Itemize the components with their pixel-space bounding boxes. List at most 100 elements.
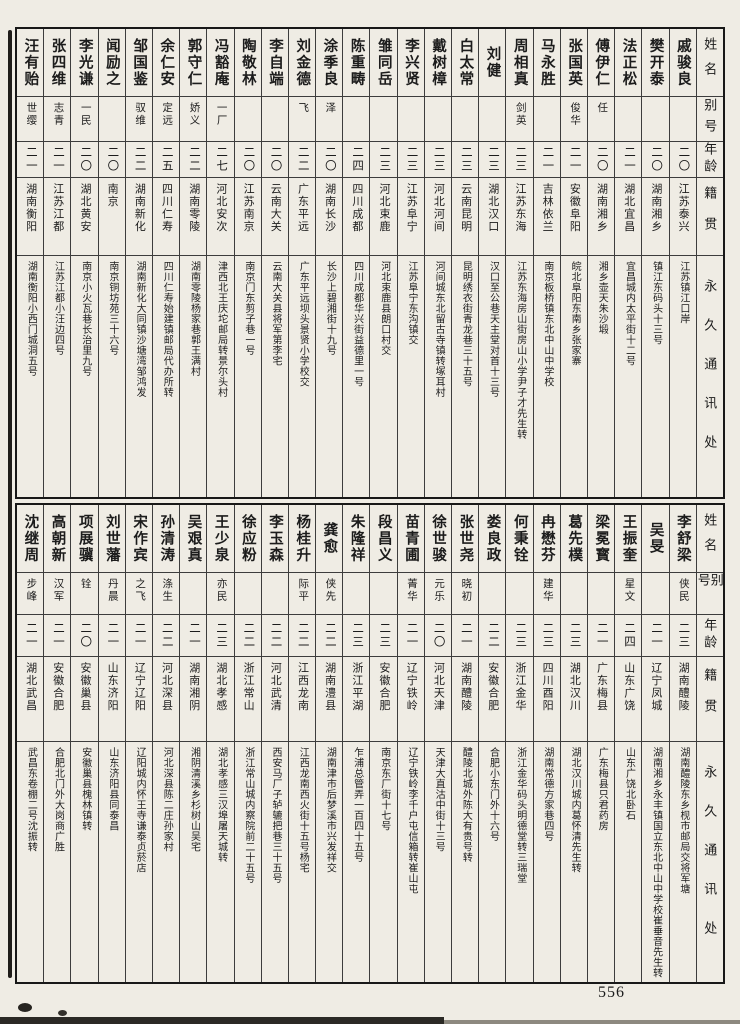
address-cell: 河北深县陈二庄孙家村 xyxy=(152,741,180,982)
name-cell: 吴旻 xyxy=(642,505,668,572)
age-cell: 二一 xyxy=(17,140,44,178)
entry-column: 朱隆祥 二三 浙江平湖 乍浦总管弄一百四十五号 xyxy=(342,505,370,982)
entry-column: 刘金德飞二二 广东平远 广东平远坝头景贤小学校交 xyxy=(287,29,316,497)
native-place-cell: 江苏泰兴 xyxy=(669,177,696,255)
name-cell-text: 郭守仁 xyxy=(185,37,202,88)
age-cell-text: 二三 xyxy=(514,145,527,173)
age-cell-text: 二一 xyxy=(650,621,663,649)
native-place-cell: 湖南醴陵 xyxy=(452,656,479,741)
entry-column: 周相真 剑英 二三 江苏东海 江苏东海房山街房山小学尹子才先生转 xyxy=(505,29,533,497)
native-place-cell-text: 湖北孝感 xyxy=(214,662,227,713)
name-cell-text: 王少泉 xyxy=(212,513,229,564)
age-cell: 二三 xyxy=(533,613,560,657)
address-cell: 浙江金华码头明德堂转三瑞堂 xyxy=(506,741,533,982)
entry-column: 高朝新 汉军 二一 安徽合肥 合肥北门外大岗商广胜 xyxy=(43,505,71,982)
name-cell-text: 何秉铨 xyxy=(511,513,528,564)
entry-column: 王少泉 亦民 二三 湖北孝感 湖北孝感三汉埠屠天城转 xyxy=(206,505,234,982)
name-cell-text: 苗青圃 xyxy=(402,513,419,564)
age-cell-text: 二七 xyxy=(215,145,228,173)
alias-cell: 任 xyxy=(587,95,615,141)
name-cell-text: 梁冕寳 xyxy=(593,513,610,564)
address-cell: 天津大直沽中街十三号 xyxy=(424,741,451,982)
age-cell-text: 二三 xyxy=(487,145,500,173)
address-cell-text: 河间城东北留古寺镇转塚耳村 xyxy=(433,261,445,398)
native-place-cell: 河北束鹿 xyxy=(370,177,397,255)
alias-cell-text: 侠先 xyxy=(324,577,336,603)
address-cell-text: 南京小火瓦巷长治里九号 xyxy=(79,261,91,377)
name-cell-text: 涂季良 xyxy=(321,37,338,88)
native-place-cell-text: 南京 xyxy=(106,183,119,209)
name-cell-text: 娄良政 xyxy=(484,513,501,564)
native-place-cell: 湖南醴陵 xyxy=(669,656,696,741)
directory-table-bottom: 沈继周 步峰 二一 湖北武昌 武昌东卷棚二号沈振转 高朝新 汉军 二一 安徽合肥 合肥北门外大岗商… xyxy=(15,503,725,984)
alias-cell-text: 志青 xyxy=(52,101,64,127)
entry-column: 陈重畴 二四 四川成都 四川成都华兴街益德里一号 xyxy=(342,29,370,497)
alias-cell-text: 侠民 xyxy=(677,577,689,603)
name-cell: 刘健 xyxy=(479,29,505,96)
alias-cell-text: 步峰 xyxy=(25,577,37,603)
address-cell: 山东广饶北卧石 xyxy=(615,741,642,982)
address-cell-text: 南京板桥镇东北中山中学校 xyxy=(541,261,553,388)
name-cell-text: 徐世骏 xyxy=(430,513,447,564)
address-cell-text: 湖南津市后梦溪市兴发祥交 xyxy=(324,747,336,874)
native-place-cell: 广东梅县 xyxy=(587,656,615,741)
native-place-cell: 湖北黄安 xyxy=(71,177,98,255)
age-cell: 二二 xyxy=(125,140,152,178)
native-place-cell-text: 四川成都 xyxy=(350,183,363,234)
address-cell: 湖南津市后梦溪市兴发祥交 xyxy=(316,741,343,982)
alias-cell-text: 之飞 xyxy=(134,577,146,603)
name-cell: 汪有贻 xyxy=(17,29,43,96)
address-cell: 长沙上碧湘街十九号 xyxy=(316,255,343,497)
native-place-cell: 湖北汉口 xyxy=(479,177,506,255)
alias-cell: 飞 xyxy=(288,95,316,141)
address-cell: 湖南醴陵东乡枧市邮局交将军塘 xyxy=(669,741,696,982)
entry-column: 龚愈 侠先 二二 湖南澧县 湖南津市后梦溪市兴发祥交 xyxy=(315,505,343,982)
native-place-cell: 四川仁寿 xyxy=(152,177,180,255)
age-cell: 二二 xyxy=(180,140,207,178)
address-cell-text: 湖南常德方家巷四号 xyxy=(541,747,553,842)
native-place-cell: 山东广饶 xyxy=(615,656,642,741)
native-place-cell: 云南昆明 xyxy=(452,177,479,255)
age-cell: 二一 xyxy=(180,613,207,657)
name-cell-text: 傅伊仁 xyxy=(593,37,610,88)
name-cell-text: 高朝新 xyxy=(49,513,66,564)
native-place-cell-text: 辽宁凤城 xyxy=(649,662,662,713)
age-cell-text: 二四 xyxy=(622,621,635,649)
name-cell: 龚愈 xyxy=(316,505,342,572)
entry-column: 邹国鉴 驭维 二二 湖南新化 湖南新化大同镇沙塘湾邹鸿发 xyxy=(124,29,152,497)
name-cell: 陈重畴 xyxy=(343,29,369,96)
name-cell-text: 吴艰真 xyxy=(185,513,202,564)
age-cell-text: 二〇 xyxy=(79,621,92,649)
entry-column: 刘健 二三 湖北汉口 汉口至公巷天主堂对首十三号 xyxy=(478,29,506,497)
name-cell: 梁冕寳 xyxy=(588,505,614,572)
entry-column: 王振奎 星文 二四 山东广饶 山东广饶北卧石 xyxy=(614,505,642,982)
entry-column: 陶敬林 二〇 江苏南京 南京门东剪子巷一号 xyxy=(233,29,261,497)
age-cell: 二二 xyxy=(234,613,261,657)
native-place-cell: 江苏阜宁 xyxy=(397,177,424,255)
native-place-cell-text: 浙江常山 xyxy=(242,662,255,713)
entry-column: 何秉铨 二三 浙江金华 浙江金华码头明德堂转三瑞堂 xyxy=(505,505,533,982)
age-cell-text: 二三 xyxy=(568,621,581,649)
name-cell: 樊开泰 xyxy=(642,29,668,96)
address-cell-text: 广东平远坝头景贤小学校交 xyxy=(297,261,309,388)
name-cell: 徐世骏 xyxy=(425,505,451,572)
native-place-cell: 云南大关 xyxy=(261,177,288,255)
row-header-native: 籍贯 xyxy=(696,177,723,255)
age-cell: 二三 xyxy=(207,613,234,657)
alias-cell-text: 亦民 xyxy=(215,577,227,603)
name-cell-text: 张国英 xyxy=(566,37,583,88)
alias-cell xyxy=(370,95,397,141)
native-place-cell: 浙江常山 xyxy=(234,656,261,741)
name-cell: 周相真 xyxy=(506,29,532,96)
age-cell: 二三 xyxy=(479,140,506,178)
row-header-name-text: 姓名 xyxy=(702,37,718,88)
native-place-cell: 湖北汉川 xyxy=(560,656,587,741)
entry-column: 宋作宾 之飞 二一 辽宁辽阳 辽阳城内怀王寺谦泰贞菸店 xyxy=(124,505,152,982)
native-place-cell: 江西龙南 xyxy=(288,656,316,741)
entry-column: 冯豁庵 一厂 二七 河北安次 津西北王庆坨邮局转景尔头村 xyxy=(206,29,234,497)
address-cell-text: 湖南新化大同镇沙塘湾邹鸿发 xyxy=(134,261,146,398)
address-cell: 醴陵北城外陈大有贵号转 xyxy=(452,741,479,982)
name-cell-text: 李玉森 xyxy=(267,513,284,564)
name-cell-text: 李兴贤 xyxy=(402,37,419,88)
age-cell: 二〇 xyxy=(642,140,669,178)
